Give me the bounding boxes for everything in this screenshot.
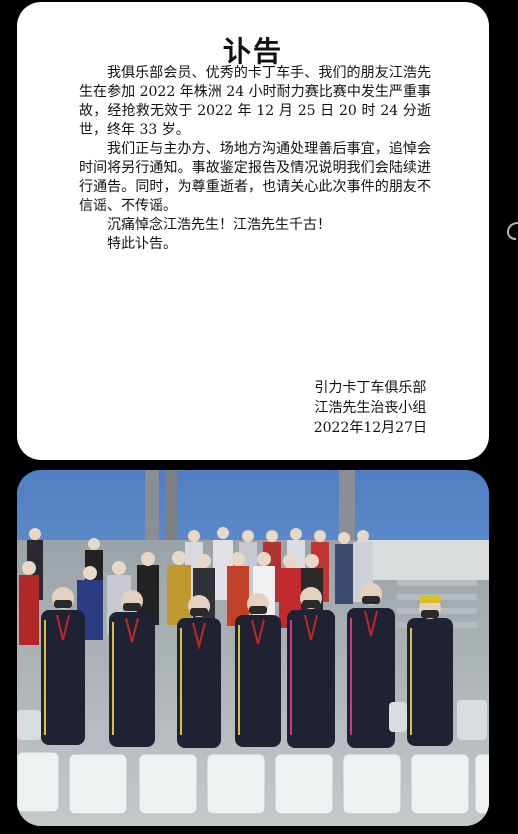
signature-organization: 引力卡丁车俱乐部 [314,380,427,396]
signature-committee: 江浩先生治丧小组 [314,400,427,416]
team-photo-card[interactable] [17,470,489,826]
notice-paragraph: 我俱乐部会员、优秀的卡丁车手、我们的朋友江浩先生在参加 2022 年株洲 24 … [79,65,431,138]
notice-body: 我俱乐部会员、优秀的卡丁车手、我们的朋友江浩先生在参加 2022 年株洲 24 … [79,64,431,254]
notice-paragraph: 沉痛悼念江浩先生！江浩先生千古！ [107,217,331,233]
team-group-photo [17,470,489,826]
partial-edge-icon [506,222,518,240]
notice-title: 讣告 [222,35,283,68]
notice-signature: 引力卡丁车俱乐部 江浩先生治丧小组 2022年12月27日 [314,378,427,438]
obituary-notice-card[interactable]: 讣告 我俱乐部会员、优秀的卡丁车手、我们的朋友江浩先生在参加 2022 年株洲 … [17,2,489,460]
signature-date: 2022年12月27日 [313,420,427,436]
notice-paragraph: 特此讣告。 [107,236,177,252]
notice-paragraph: 我们正与主办方、场地方沟通处理善后事宜，追悼会时间将另行通知。事故鉴定报告及情况… [79,141,431,214]
